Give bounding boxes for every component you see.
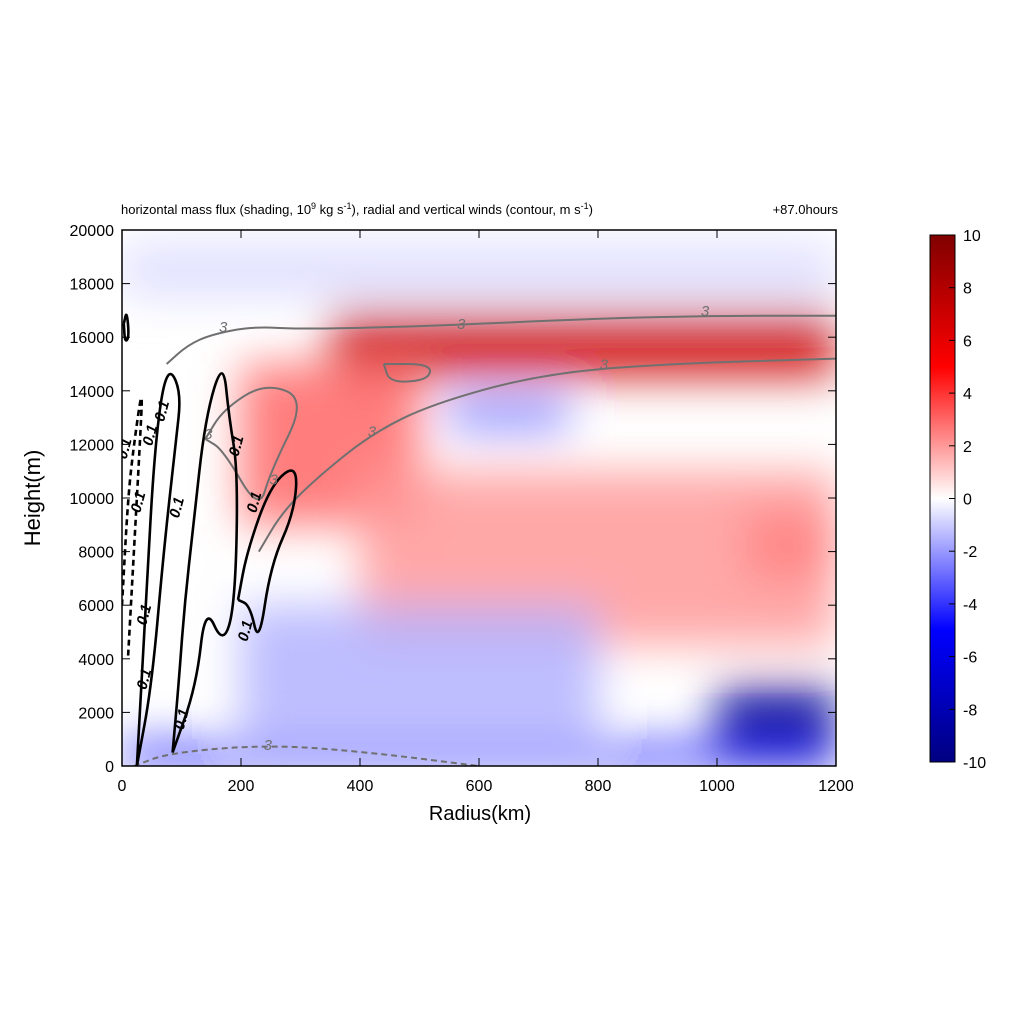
contour-label: 3 [600,356,609,373]
y-axis-label: Height(m) [20,450,45,547]
contour-label: 3 [457,316,466,333]
colorbar-tick-label: 10 [963,228,981,245]
colorbar-tick-label: -6 [963,650,977,667]
y-tick-label: 2000 [78,705,114,722]
contour-label: 0.1 [128,490,150,515]
shading-region [449,396,569,431]
contour-line [133,745,480,766]
y-tick-label: 8000 [78,545,114,562]
contour-label: 0.1 [166,495,188,520]
x-tick-label: 200 [228,778,255,795]
y-tick-label: 16000 [70,330,115,347]
x-axis-label: Radius(km) [429,803,531,825]
x-tick-label: 400 [347,778,374,795]
contour-label: 3 [204,426,213,443]
contour-labels: 3 3333330.10.10.10.10.10.10.10.10.10.10.1… [122,303,710,754]
y-tick-label: 14000 [70,384,115,401]
time-label: +87.0hours [773,202,839,217]
y-tick-label: 10000 [70,491,115,508]
contour-line [204,386,298,501]
colorbar-tick-label: -2 [963,544,977,561]
shading-region [241,605,598,740]
contour-label: 0.1 [134,602,156,627]
colorbar-tick-label: 2 [963,439,972,456]
contour-line [382,363,431,383]
contour-label: 0.1 [244,490,266,515]
contour-line [257,357,836,553]
contour-label: 0.1 [171,707,193,732]
colorbar-tick-label: 6 [963,333,972,350]
colorbar-tick-label: 0 [963,492,972,509]
contour-label: 3 [264,737,273,754]
contour-line [135,372,181,766]
colorbar-tick-label: -4 [963,597,977,614]
x-tick-label: 800 [585,778,612,795]
contour-label: 0.1 [235,619,257,644]
shading-region [122,243,836,297]
y-tick-label: 20000 [70,223,115,240]
x-tick-label: 600 [466,778,493,795]
contour-label: 3 [701,303,710,320]
contour-label: 0.1 [134,667,156,692]
colorbar-tick-label: 8 [963,281,972,298]
contour-line [236,469,298,634]
shading-region [122,744,836,766]
plot-area: 3 3333330.10.10.10.10.10.10.10.10.10.10.1… [121,229,837,767]
contour-label: 3 [219,319,228,336]
y-tick-label: 4000 [78,652,114,669]
chart-title: horizontal mass flux (shading, 109 kg s-… [121,201,593,217]
x-tick-label: 1200 [818,778,854,795]
contour-label: 3 [270,472,279,489]
shading-layer [122,243,836,766]
x-tick-label: 1000 [699,778,735,795]
shading-blobs [122,243,836,766]
colorbar: 10 8 6 4 2 0 -2 -4 -6 -8 -10 [929,228,986,772]
colorbar-tick-label: -10 [963,755,986,772]
contour-line [165,314,836,365]
y-tick-label: 18000 [70,277,115,294]
x-tick-label: 0 [118,778,127,795]
colorbar-ticks: 10 8 6 4 2 0 -2 -4 -6 -8 -10 [949,228,986,772]
y-tick-label: 12000 [70,437,115,454]
contour-label: 3 [368,423,377,440]
contour-label: 0.1 [226,434,248,459]
colorbar-tick-label: 4 [963,386,972,403]
colorbar-tick-label: -8 [963,702,977,719]
y-axis: 0 2000 4000 6000 8000 10000 12000 14000 16000 180… [70,223,836,776]
contour-layer [122,313,836,766]
contour-line [122,396,144,659]
contour-line [122,313,130,342]
contour-label: 0.1 [139,423,161,448]
x-axis: 0 200 400 600 800 1000 1200 [118,230,854,795]
contour-line [171,372,239,754]
y-tick-label: 6000 [78,598,114,615]
y-tick-label: 0 [105,759,114,776]
contour-label: 0.1 [151,399,173,424]
